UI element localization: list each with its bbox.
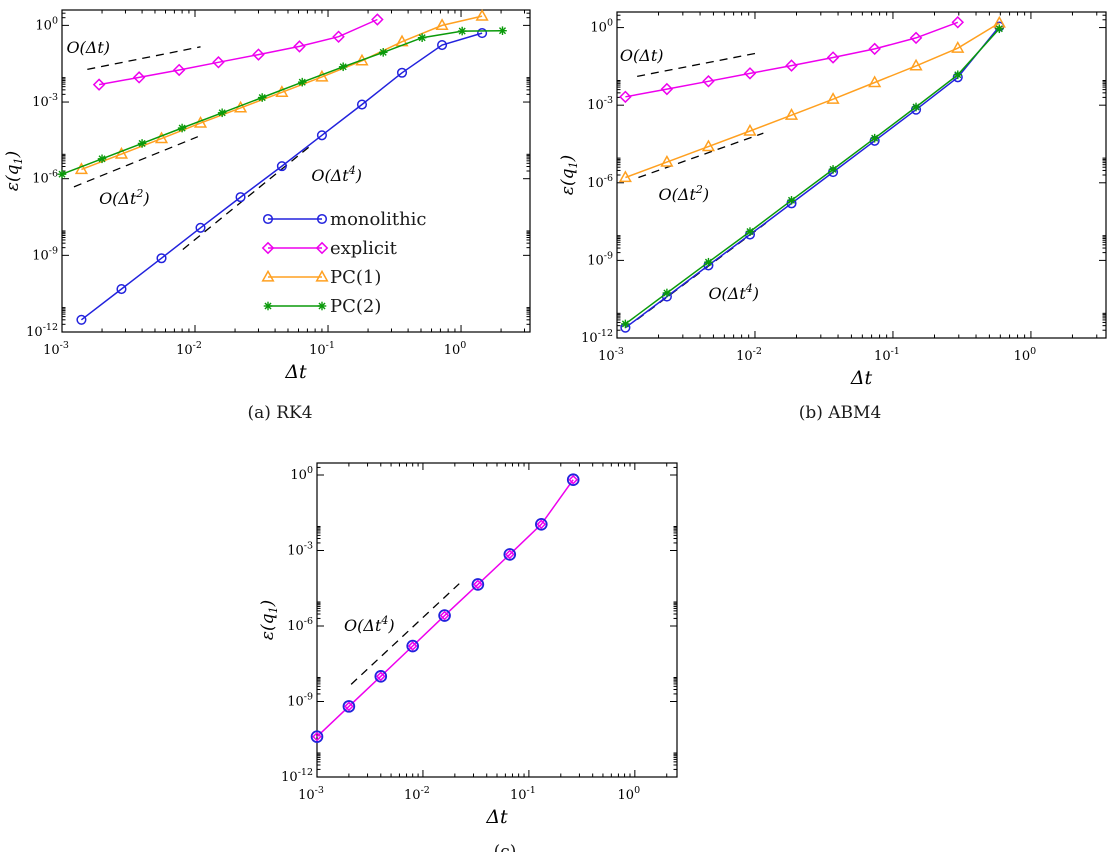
caption-abm4: (b) ABM4 [798, 403, 882, 423]
tick-label: 100 [590, 18, 613, 36]
order-label: O(Δt2) [99, 187, 150, 208]
tick-label: 10-3 [598, 346, 624, 364]
legend-label-PC(1): PC(1) [330, 267, 381, 288]
series-explicit [312, 474, 579, 742]
chart-rk4: 10-3 10-2 10-1 100 100 10-3 10-6 10-9 10-12 O(Δt)… [3, 9, 531, 383]
legend-label-monolithic: monolithic [330, 209, 427, 230]
x-axis-label: Δt [284, 361, 307, 383]
order-label: O(Δt) [66, 38, 110, 57]
order-label: O(Δt4) [311, 164, 362, 185]
legend: monolithic explicit PC(1) PC(2) [261, 209, 427, 317]
tick-label: 10-12 [26, 322, 58, 340]
tick-label: 10-2 [176, 340, 202, 358]
series-PC(2)-line [61, 29, 503, 175]
caption-rk4: (a) RK4 [247, 403, 313, 423]
order-reference-lines: O(Δt4) [344, 583, 460, 685]
tick-label: 10-3 [298, 785, 324, 803]
tick-label: 10-1 [874, 346, 900, 364]
tick-label: 10-3 [587, 95, 613, 113]
series-PC(1) [618, 15, 1006, 183]
tick-label: 10-3 [287, 541, 313, 559]
tick-label: 10-12 [581, 328, 613, 346]
order-reference-lines: O(Δt) O(Δt2) O(Δt4) [66, 38, 362, 250]
legend-label-PC(2): PC(2) [330, 296, 381, 317]
axis-ticks [61, 9, 530, 333]
tick-label: 10-2 [736, 346, 762, 364]
tick-label: 10-6 [32, 169, 58, 187]
y-axis-label: ε(q1) [258, 600, 280, 640]
tick-label: 10-9 [32, 245, 58, 263]
tick-label: 10-9 [587, 250, 613, 268]
chart-c: 10-3 10-2 10-1 100 100 10-3 10-6 10-9 10-12 O(Δt4… [258, 462, 678, 828]
series-monolithic-line [80, 32, 483, 321]
order-line [350, 583, 460, 685]
axis-ticks [616, 11, 1106, 339]
order-label: O(Δt2) [659, 183, 710, 204]
tick-label: 10-6 [587, 173, 613, 191]
caption-c: (c) [493, 842, 517, 852]
series-monolithic [76, 28, 488, 325]
order-line [638, 132, 764, 179]
series-explicit-line [98, 18, 378, 86]
tick-label: 100 [1014, 346, 1037, 364]
tick-label: 10-3 [32, 92, 58, 110]
plot-frame [616, 11, 1107, 339]
order-line [637, 51, 761, 78]
tick-label: 10-2 [404, 785, 430, 803]
x-axis-label: Δt [485, 806, 508, 828]
y-axis-label: ε(q1) [558, 155, 580, 195]
series-explicit-line [316, 479, 574, 738]
series-PC(1)-line [625, 22, 1000, 179]
series-PC(2) [621, 24, 1004, 329]
series-explicit-line [625, 21, 959, 98]
tick-label: 10-6 [287, 616, 313, 634]
series-monolithic [310, 473, 580, 743]
series-PC(1) [74, 9, 489, 175]
x-axis-label: Δt [850, 367, 873, 389]
series-PC(2)-line [624, 28, 1000, 325]
legend-label-explicit: explicit [330, 238, 398, 259]
y-axis-label: ε(q1) [3, 151, 25, 191]
tick-label: 10-1 [309, 340, 335, 358]
tick-label: 100 [618, 785, 641, 803]
tick-label: 100 [35, 15, 58, 33]
tick-label: 10-3 [43, 340, 69, 358]
series-monolithic-line [624, 26, 1000, 329]
order-reference-lines: O(Δt) O(Δt2) O(Δt4) [620, 46, 767, 320]
order-line [87, 46, 201, 71]
axis-ticks [316, 462, 677, 778]
tick-label: 10-1 [510, 785, 536, 803]
chart-abm4: 10-3 10-2 10-1 100 100 10-3 10-6 10-9 10-12 O(Δt)… [558, 11, 1107, 389]
series-PC(2) [57, 26, 507, 179]
tick-label: 10-9 [287, 692, 313, 710]
plot-frame [61, 9, 531, 333]
order-label: O(Δt4) [708, 282, 759, 303]
series-explicit [92, 13, 384, 91]
order-line [182, 145, 311, 250]
tick-label: 100 [290, 465, 313, 483]
tick-label: 10-12 [281, 767, 313, 785]
order-label: O(Δt) [620, 46, 664, 65]
order-label: O(Δt4) [344, 614, 395, 635]
series-PC(1)-line [81, 15, 483, 171]
tick-label: 100 [444, 340, 467, 358]
series-explicit [619, 16, 965, 104]
